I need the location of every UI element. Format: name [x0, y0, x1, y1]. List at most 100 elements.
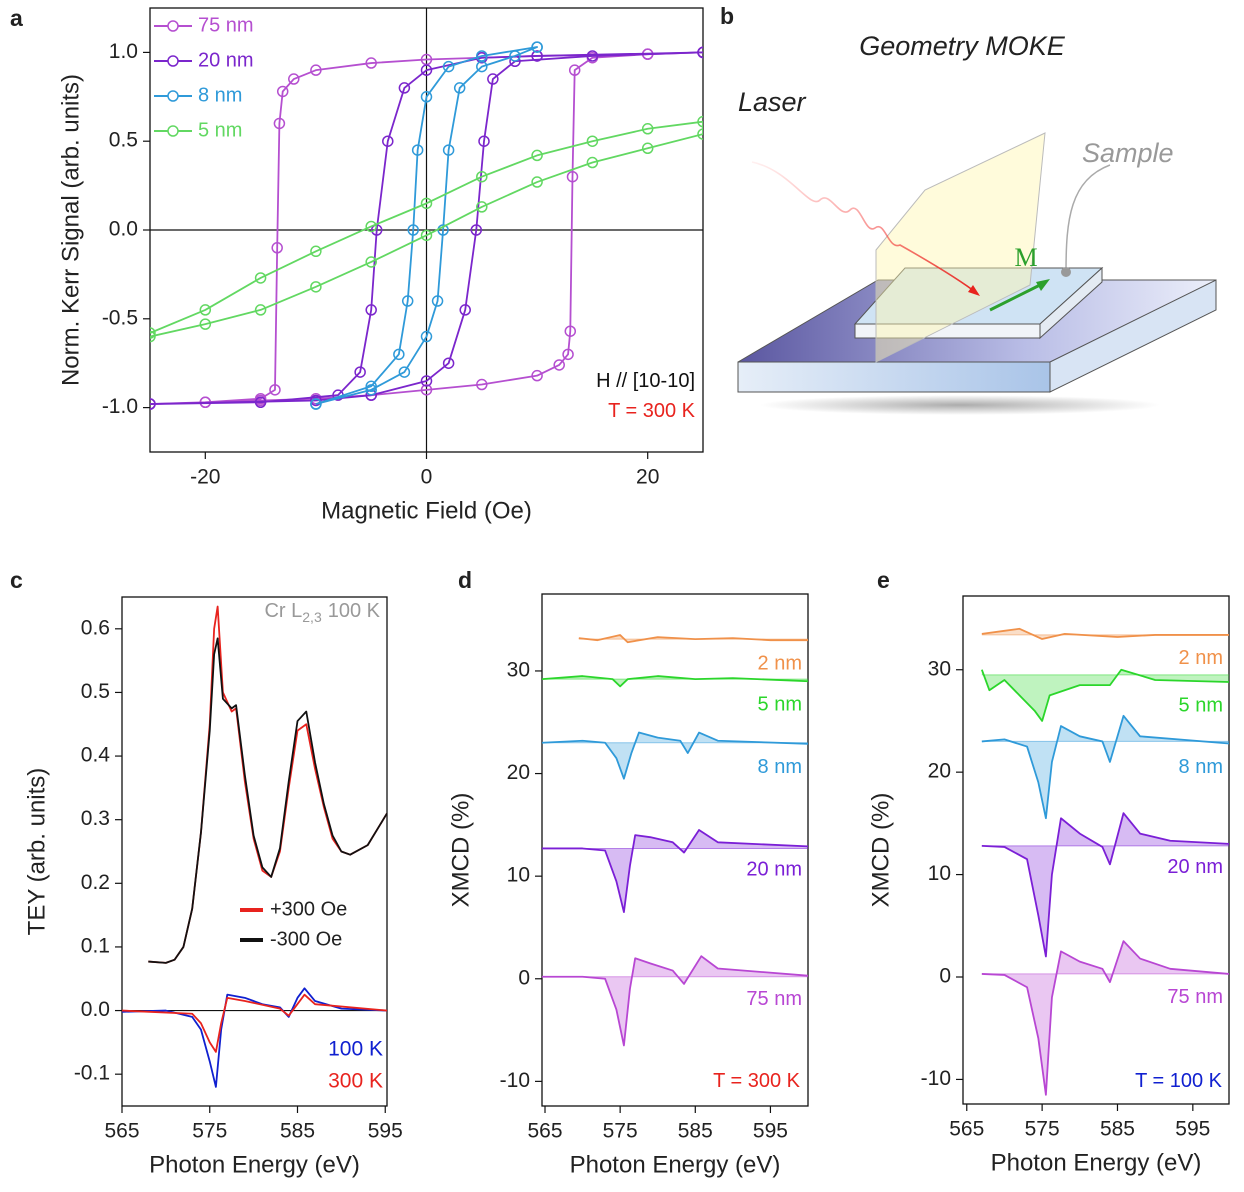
sample-film-side [1039, 266, 1103, 340]
legend-label: 20 nm [198, 49, 254, 71]
annotation-part: H // [10-10] [596, 370, 695, 392]
annotation-part: T = 100 K [1135, 1070, 1223, 1092]
xmcd-fill [981, 813, 1229, 957]
data-marker [310, 398, 322, 410]
laser-label: Laser [738, 87, 807, 117]
x-tick-label: 595 [368, 1120, 403, 1143]
data-marker [365, 304, 377, 316]
data-marker [365, 256, 377, 268]
y-tick-label: 10 [928, 862, 951, 885]
data-marker [641, 123, 654, 135]
data-marker [269, 384, 281, 396]
moke-diagram: b Geometry MOKE Laser Sample M [720, 3, 1217, 415]
magnetization-arrowhead [1036, 279, 1050, 291]
y-axis-title: TEY (arb. units) [23, 768, 50, 936]
annotation-part: 100 K [328, 600, 381, 622]
y-tick-label: 1.0 [109, 40, 138, 63]
data-marker [150, 398, 156, 410]
y-axis-title: Norm. Kerr Signal (arb. units) [57, 74, 84, 386]
series-label: 75 nm [1167, 986, 1223, 1008]
data-line [315, 46, 538, 405]
data-marker [531, 176, 543, 188]
data-marker [420, 197, 433, 210]
y-tick-label: 0.0 [81, 998, 110, 1021]
y-tick-label: 0.5 [109, 129, 138, 152]
data-line [148, 605, 387, 964]
data-marker [442, 357, 455, 369]
data-marker [470, 224, 483, 236]
diagram-title: Geometry MOKE [859, 31, 1066, 61]
data-marker [509, 50, 521, 62]
annotation-part: 2,3 [302, 609, 322, 625]
xmcd-fill [542, 829, 808, 913]
panel: c 565 575 585 595 -0.1 0.0 0.1 0.2 0.3 0.4 0.5 0.6 Ph… [10, 567, 403, 1178]
xmcd-fill [542, 732, 808, 779]
data-line [542, 731, 808, 780]
series-label: 8 nm [1179, 756, 1223, 778]
sample-label: Sample [1082, 138, 1174, 168]
x-tick-label: 575 [603, 1120, 638, 1143]
y-axis-title: XMCD (%) [447, 793, 474, 908]
data-marker [398, 366, 411, 378]
legend-marker [167, 20, 179, 32]
data-marker [697, 115, 703, 128]
data-marker [531, 41, 543, 53]
plot-area [150, 41, 703, 410]
data-marker [150, 327, 156, 339]
x-tick-label: 575 [192, 1120, 227, 1143]
y-axis-title: XMCD (%) [867, 793, 894, 908]
panel: e 565 575 585 595 -10 0 10 20 30 Photon Energy (eV… [867, 567, 1230, 1176]
y-tick-label: -10 [500, 1069, 530, 1092]
data-line [150, 120, 703, 338]
y-tick-label: 30 [928, 657, 951, 680]
data-line [542, 955, 808, 1047]
data-marker [478, 135, 490, 147]
y-tick-label: 30 [507, 659, 530, 682]
y-tick-label: 0 [939, 965, 951, 988]
data-marker [276, 85, 289, 98]
series-label: 8 nm [758, 756, 802, 778]
plot-area [122, 605, 387, 1088]
substrate-edge [737, 279, 1216, 363]
legend-label: 5 nm [198, 119, 242, 141]
data-marker [420, 229, 433, 242]
data-marker [697, 128, 703, 140]
data-marker [150, 330, 156, 343]
y-tick-label: -10 [921, 1067, 951, 1090]
y-tick-label: 0 [518, 966, 530, 989]
data-line [122, 993, 387, 1053]
panel: d 565 575 585 595 -10 0 10 20 30 Photon Energy (eV… [447, 567, 809, 1178]
annotation-part: T = 300 K [608, 400, 696, 422]
data-marker [254, 392, 267, 405]
data-marker [531, 369, 543, 382]
data-marker [568, 64, 581, 76]
incidence-plane [875, 132, 1046, 363]
legend-label: +300 Oe [270, 898, 347, 920]
data-marker [254, 272, 267, 284]
data-marker [697, 46, 703, 59]
data-marker [566, 170, 579, 183]
plot-frame [962, 595, 1230, 1105]
data-line [981, 714, 1229, 820]
x-tick-label: -20 [190, 466, 220, 489]
data-marker [562, 348, 574, 361]
data-marker [288, 73, 300, 85]
x-axis-title: Photon Energy (eV) [991, 1149, 1202, 1176]
data-marker [254, 396, 267, 409]
plot-area [542, 634, 808, 1047]
x-tick-label: 585 [678, 1120, 713, 1143]
x-tick-label: 595 [753, 1120, 788, 1143]
data-marker [586, 135, 599, 147]
data-line [542, 675, 808, 688]
data-marker [365, 57, 377, 69]
data-line [578, 634, 808, 644]
y-tick-label: 0.2 [81, 871, 110, 894]
data-marker [310, 281, 322, 293]
data-marker [420, 384, 433, 396]
data-marker [531, 149, 543, 162]
legend-label: 300 K [328, 1070, 383, 1093]
legend-marker [167, 125, 179, 137]
x-tick-label: 585 [280, 1120, 315, 1143]
y-tick-label: -1.0 [102, 395, 138, 418]
y-tick-label: 0.1 [81, 934, 110, 957]
